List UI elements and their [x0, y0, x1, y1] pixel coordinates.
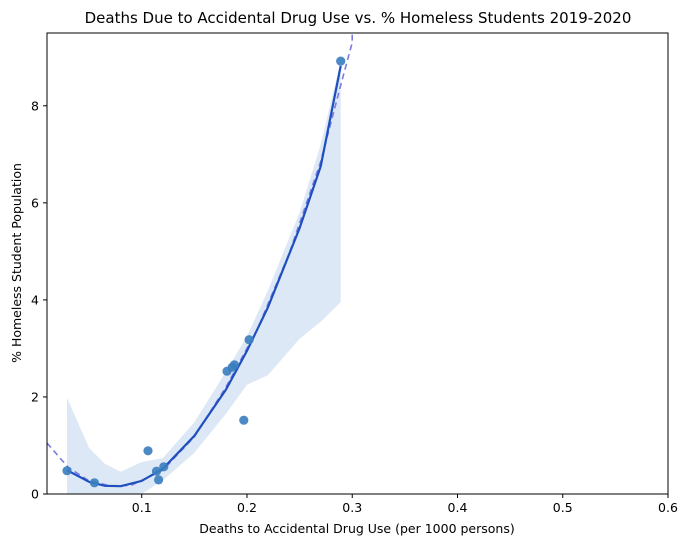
scatter-point: [151, 466, 162, 476]
y-tick-label: 4: [31, 292, 39, 307]
scatter-point: [159, 462, 169, 472]
x-tick-label: 0.4: [448, 500, 468, 515]
x-tick-label: 0.3: [342, 500, 362, 515]
y-tick-label: 6: [31, 195, 39, 210]
scatter-point: [62, 466, 72, 476]
y-tick-label: 2: [31, 389, 39, 404]
chart-title: Deaths Due to Accidental Drug Use vs. % …: [85, 9, 632, 27]
y-tick-label: 8: [31, 98, 39, 113]
scatter-point: [154, 475, 164, 485]
y-tick-label: 0: [31, 487, 39, 502]
y-axis-label: % Homeless Student Population: [9, 163, 24, 363]
scatter-point: [229, 360, 239, 370]
x-tick-label: 0.1: [132, 500, 152, 515]
scatter-point: [89, 478, 99, 488]
x-tick-label: 0.6: [658, 500, 678, 515]
x-tick-label: 0.5: [553, 500, 573, 515]
confidence-band: [67, 61, 341, 494]
x-tick-label: 0.2: [237, 500, 257, 515]
regression-fit-line: [66, 65, 342, 488]
y-axis: 0 2 4 6 8: [31, 98, 47, 502]
axes-frame: [46, 32, 669, 495]
x-axis-label: Deaths to Accidental Drug Use (per 1000 …: [199, 521, 514, 536]
x-axis: 0.1 0.2 0.3 0.4 0.5 0.6: [132, 494, 678, 515]
scatter-point: [239, 415, 249, 425]
plot-area: [47, 33, 353, 494]
scatter-point: [143, 446, 153, 456]
scatter-point: [244, 335, 254, 345]
scatter-point: [336, 56, 346, 66]
